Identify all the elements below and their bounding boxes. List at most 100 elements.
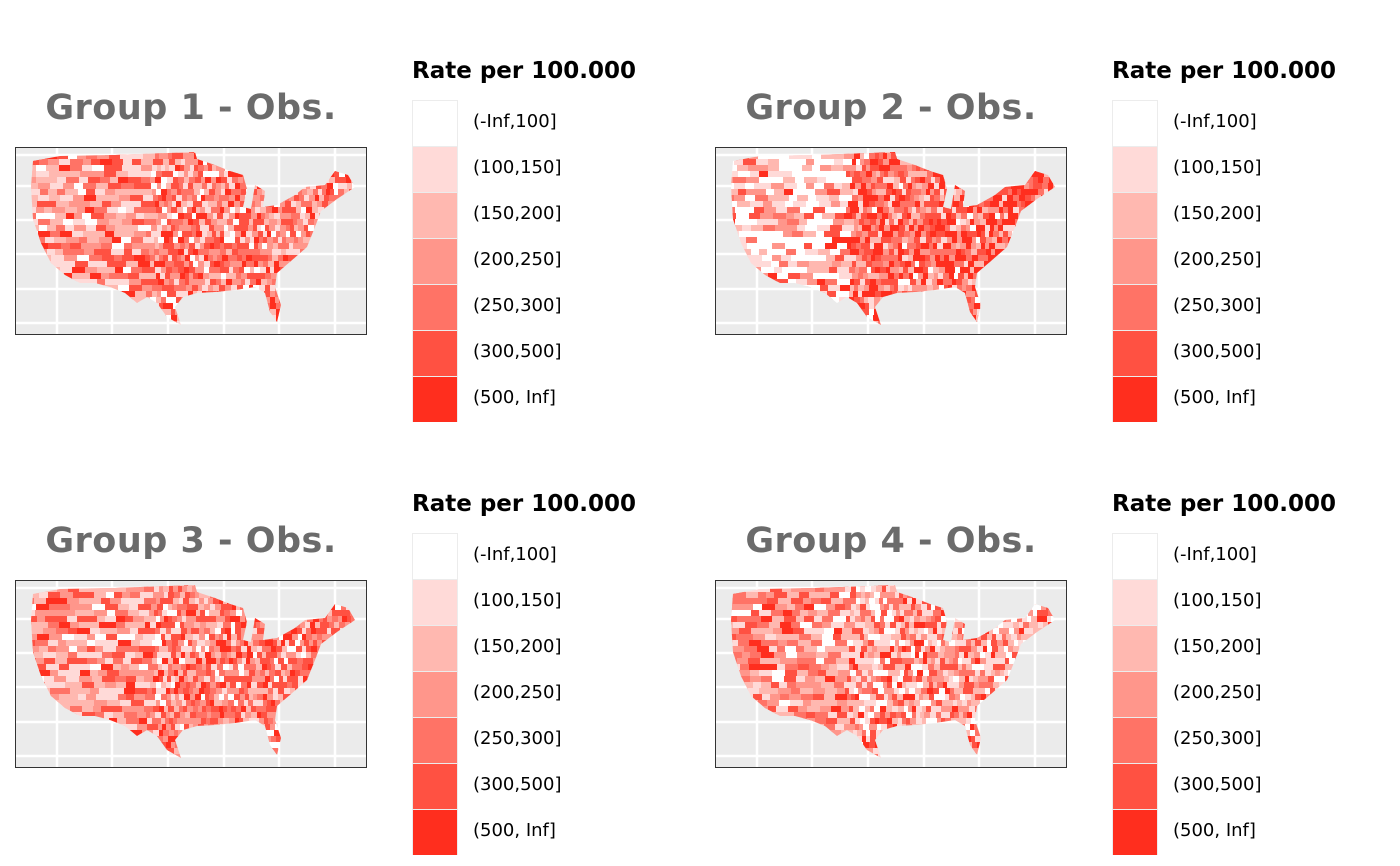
county-cell xyxy=(196,610,201,617)
county-cell xyxy=(192,213,197,220)
county-cell xyxy=(961,213,968,220)
county-cell xyxy=(856,213,862,220)
county-cell xyxy=(162,195,167,202)
county-cell xyxy=(849,267,856,274)
county-cell xyxy=(962,207,968,214)
county-cell xyxy=(873,315,878,322)
county-cell xyxy=(196,207,201,214)
county-cell xyxy=(214,171,220,178)
county-cell xyxy=(921,231,927,238)
county-cell xyxy=(298,676,304,683)
county-cell xyxy=(952,279,957,286)
county-cell xyxy=(920,201,925,208)
county-cell xyxy=(174,243,181,250)
county-cell xyxy=(849,291,854,298)
county-cell xyxy=(865,279,871,286)
county-cell xyxy=(231,634,238,641)
county-cell xyxy=(181,664,187,671)
county-cell xyxy=(168,706,175,713)
county-cell xyxy=(915,261,920,268)
county-cell xyxy=(269,225,276,232)
county-cell xyxy=(889,249,895,256)
county-cell xyxy=(200,622,207,629)
county-cell xyxy=(176,646,182,653)
county-cell xyxy=(228,694,235,701)
county-cell xyxy=(221,604,227,611)
county-cell xyxy=(236,279,242,286)
county-cell xyxy=(853,189,859,196)
county-cell xyxy=(224,261,231,268)
county-cell xyxy=(858,177,863,184)
county-cell xyxy=(215,652,222,659)
county-cell xyxy=(193,219,200,226)
county-cell xyxy=(928,267,934,274)
county-cell xyxy=(169,279,175,286)
county-cell xyxy=(211,652,216,659)
county-cell xyxy=(896,189,903,196)
county-cell xyxy=(296,231,302,238)
county-cell xyxy=(939,267,946,274)
county-cell xyxy=(202,183,208,190)
county-cell xyxy=(252,676,258,683)
county-cell xyxy=(302,189,308,196)
county-cell xyxy=(163,646,169,653)
county-cell xyxy=(890,225,895,232)
county-cell xyxy=(851,231,857,238)
county-cell xyxy=(981,243,986,250)
county-cell xyxy=(247,682,252,689)
county-cell xyxy=(849,189,854,196)
county-cell xyxy=(915,189,922,196)
county-cell xyxy=(958,261,965,268)
county-cell xyxy=(163,303,169,310)
county-cell xyxy=(241,273,248,280)
county-cell xyxy=(902,189,907,196)
county-cell xyxy=(304,640,310,647)
county-cell xyxy=(156,219,162,226)
county-cell xyxy=(951,243,957,250)
county-cell xyxy=(312,201,318,208)
county-cell xyxy=(156,207,163,214)
county-cell xyxy=(205,225,210,232)
county-cell xyxy=(929,201,935,208)
county-cell xyxy=(210,676,216,683)
county-cell xyxy=(964,261,969,268)
county-cell xyxy=(1008,213,1014,220)
county-cell xyxy=(210,700,215,707)
county-cell xyxy=(225,189,232,196)
county-cell xyxy=(889,261,895,268)
county-cell xyxy=(153,195,159,202)
county-cell xyxy=(245,237,251,244)
county-cell xyxy=(265,670,270,677)
county-cell xyxy=(169,165,176,172)
county-cell xyxy=(301,652,307,659)
county-cell xyxy=(296,646,303,653)
county-cell xyxy=(171,682,176,689)
county-cell xyxy=(193,706,199,713)
county-cell xyxy=(235,628,242,635)
county-cell xyxy=(214,700,219,707)
county-cell xyxy=(312,634,318,641)
county-cell xyxy=(342,616,348,623)
county-cell xyxy=(246,658,251,665)
county-cell xyxy=(155,153,160,160)
county-cell xyxy=(866,225,872,232)
county-cell xyxy=(1008,201,1014,208)
county-cell xyxy=(204,676,211,683)
county-cell xyxy=(225,628,232,635)
county-cell xyxy=(295,213,301,220)
county-cell xyxy=(888,213,893,220)
county-cell xyxy=(945,225,951,232)
county-cell xyxy=(281,219,288,226)
county-cell xyxy=(145,183,152,190)
county-cell xyxy=(241,682,248,689)
county-cell xyxy=(313,640,318,647)
county-cell xyxy=(204,165,209,172)
county-cell xyxy=(250,658,256,665)
county-cell xyxy=(197,195,202,202)
county-cell xyxy=(186,285,193,292)
county-cell xyxy=(206,700,211,707)
county-cell xyxy=(203,171,209,178)
county-cell xyxy=(278,243,285,250)
county-cell xyxy=(163,213,168,220)
county-cell xyxy=(310,213,316,220)
